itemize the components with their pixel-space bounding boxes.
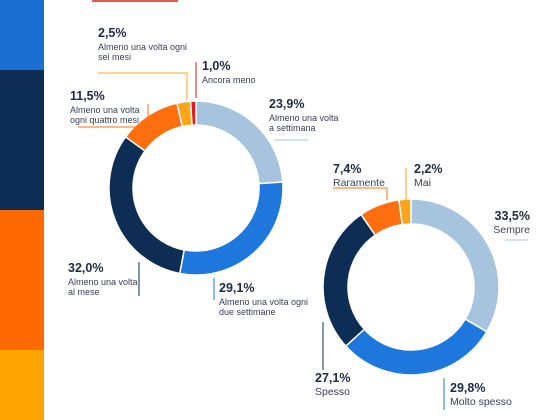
- side-band-blue: [0, 0, 44, 70]
- donut-0-pct-label-0: 23,9%: [269, 97, 304, 111]
- donut-0-pct-label-1: 29,1%: [219, 281, 254, 295]
- donut-1-slice-2: [322, 213, 377, 348]
- side-band-amber: [0, 350, 44, 420]
- donut-0-desc-0-line-0: Almeno una volta: [269, 113, 339, 123]
- donut-1-desc-0-line-0: Sempre: [493, 224, 530, 236]
- donut-0-desc-0-line-1: a settimana: [269, 123, 316, 133]
- donut-0-desc-4-line-0: Almeno una volta ogni: [98, 42, 187, 52]
- donut-1-pct-label-2: 27,1%: [315, 371, 350, 385]
- donut-1-desc-2-line-0: Spesso: [315, 386, 350, 398]
- donut-0-desc-1-line-0: Almeno una volta ogni: [219, 297, 308, 307]
- donut-0-desc-3-line-0: Almeno una volta: [70, 105, 140, 115]
- donut-0-slice-5: [189, 100, 197, 126]
- donut-1-desc-4-line-0: Mai: [414, 177, 431, 189]
- side-band-orange: [0, 210, 44, 350]
- donut-0-slice-2: [108, 135, 186, 275]
- donut-0-leader-4: [98, 72, 188, 100]
- side-band-navy: [0, 70, 44, 210]
- donut-0-desc-2-line-1: al mese: [68, 287, 100, 297]
- donut-0-pct-label-3: 11,5%: [70, 89, 105, 103]
- donut-1-pct-label-0: 33,5%: [495, 209, 530, 223]
- donut-0-desc-2-line-0: Almeno una volta: [68, 277, 138, 287]
- donut-0-desc-5-line-0: Ancora meno: [202, 75, 256, 85]
- donut-0-desc-1-line-1: due settimane: [219, 307, 276, 317]
- donut-1-leader-3: [333, 187, 388, 200]
- donut-0-desc-4-line-1: sei mesi: [98, 52, 131, 62]
- donut-1-slice-1: [344, 318, 488, 376]
- donut-1-desc-1-line-0: Molto spesso: [450, 396, 512, 408]
- donut-0-pct-label-2: 32,0%: [68, 261, 103, 275]
- donut-0-slice-1: [178, 181, 284, 276]
- donut-1-slice-4: [398, 198, 412, 226]
- donut-0-pct-label-5: 1,0%: [202, 59, 231, 73]
- donut-0-leader-3: [78, 104, 149, 128]
- donut-chart-habit: 33,5%Sempre 29,8%Molto spesso 27,1%Spesso 7…: [315, 162, 530, 410]
- donut-0-pct-label-4: 2,5%: [98, 26, 127, 40]
- donut-1-pct-label-1: 29,8%: [450, 381, 485, 395]
- donut-0-desc-3-line-1: ogni quattro mesi: [70, 115, 139, 125]
- donut-1-desc-3-line-0: Raramente: [333, 177, 385, 189]
- donut-1-pct-label-4: 2,2%: [414, 162, 443, 176]
- donut-1-pct-label-3: 7,4%: [333, 162, 362, 176]
- donut-1-slice-0: [410, 198, 500, 333]
